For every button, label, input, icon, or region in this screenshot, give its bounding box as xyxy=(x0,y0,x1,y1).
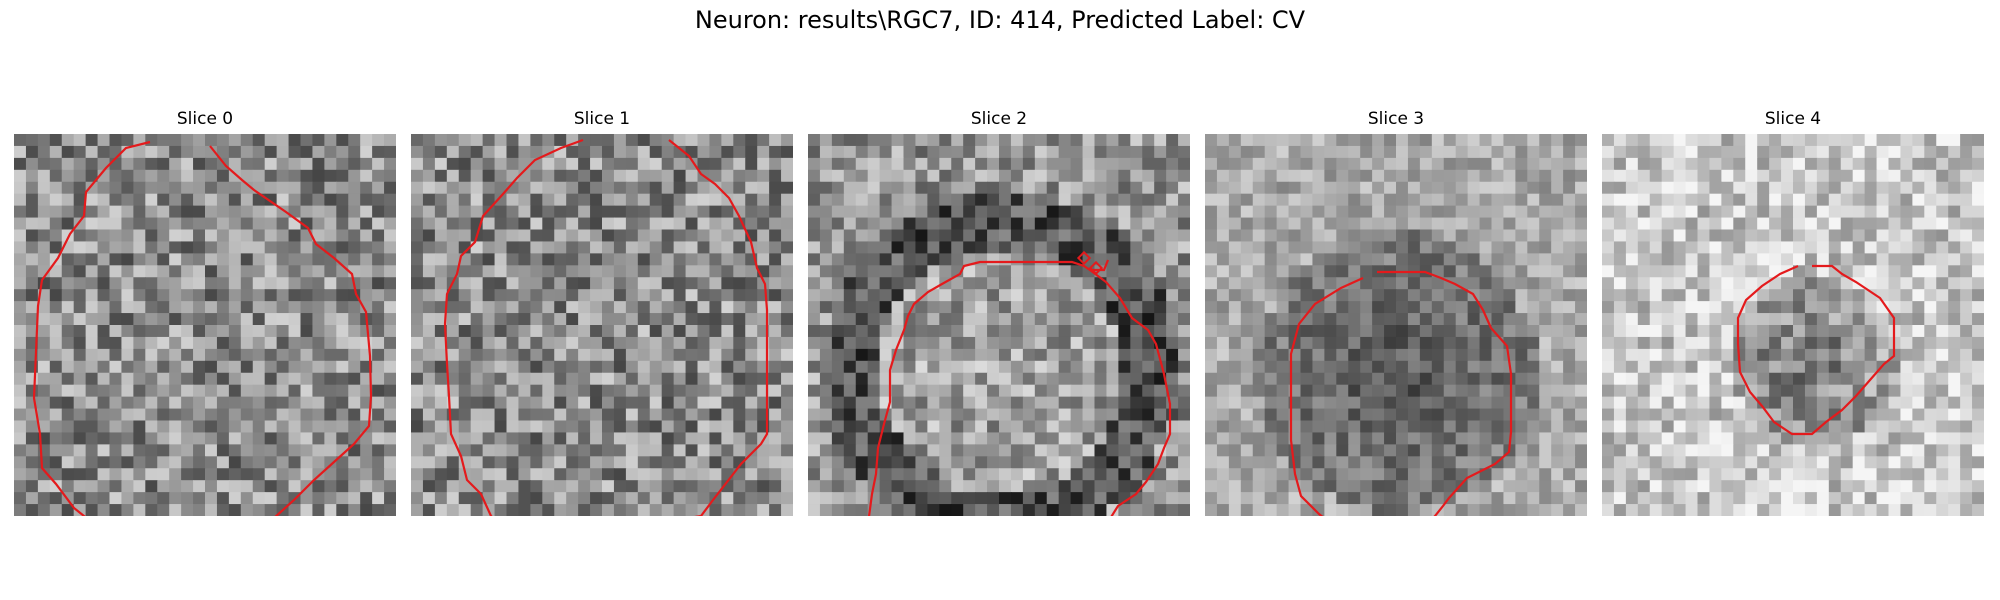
slice-pixels-2 xyxy=(808,134,1190,516)
slice-title-3: Slice 3 xyxy=(1367,109,1425,129)
artifact-marker-2 xyxy=(1088,260,1104,276)
cell-contour-1b xyxy=(668,139,769,516)
slice-panel-4: Slice 4 xyxy=(1602,104,1984,516)
slice-pixels-1 xyxy=(411,134,793,516)
slice-title-4: Slice 4 xyxy=(1764,109,1822,129)
slice-image-3 xyxy=(1205,134,1587,516)
slice-title-2: Slice 2 xyxy=(970,109,1028,129)
cell-contour-0 xyxy=(32,140,373,516)
cell-contour-1 xyxy=(443,138,584,516)
slice-image-1 xyxy=(411,134,793,516)
cell-contour-2b xyxy=(1089,269,1172,516)
cell-contour-2 xyxy=(867,259,1110,516)
slice-title-1: Slice 1 xyxy=(573,109,631,129)
figure-title: Neuron: results\RGC7, ID: 414, Predicted… xyxy=(694,6,1306,34)
slice-image-0 xyxy=(14,134,396,516)
slice-panel-1: Slice 1 xyxy=(411,104,793,516)
slice-pixels-4 xyxy=(1602,134,1984,516)
slice-title-0: Slice 0 xyxy=(176,109,234,129)
artifact-marker-1 xyxy=(1076,250,1092,266)
slice-panel-0: Slice 0 xyxy=(14,104,396,516)
slice-pixels-3 xyxy=(1205,134,1587,516)
slice-panel-2: Slice 2 xyxy=(808,104,1190,516)
slice-panel-3: Slice 3 xyxy=(1205,104,1587,516)
slice-image-2 xyxy=(808,134,1190,516)
cell-contour-4 xyxy=(1736,264,1896,436)
slice-image-4 xyxy=(1602,134,1984,516)
cell-contour-3 xyxy=(1289,270,1513,516)
slice-pixels-0 xyxy=(14,134,396,516)
